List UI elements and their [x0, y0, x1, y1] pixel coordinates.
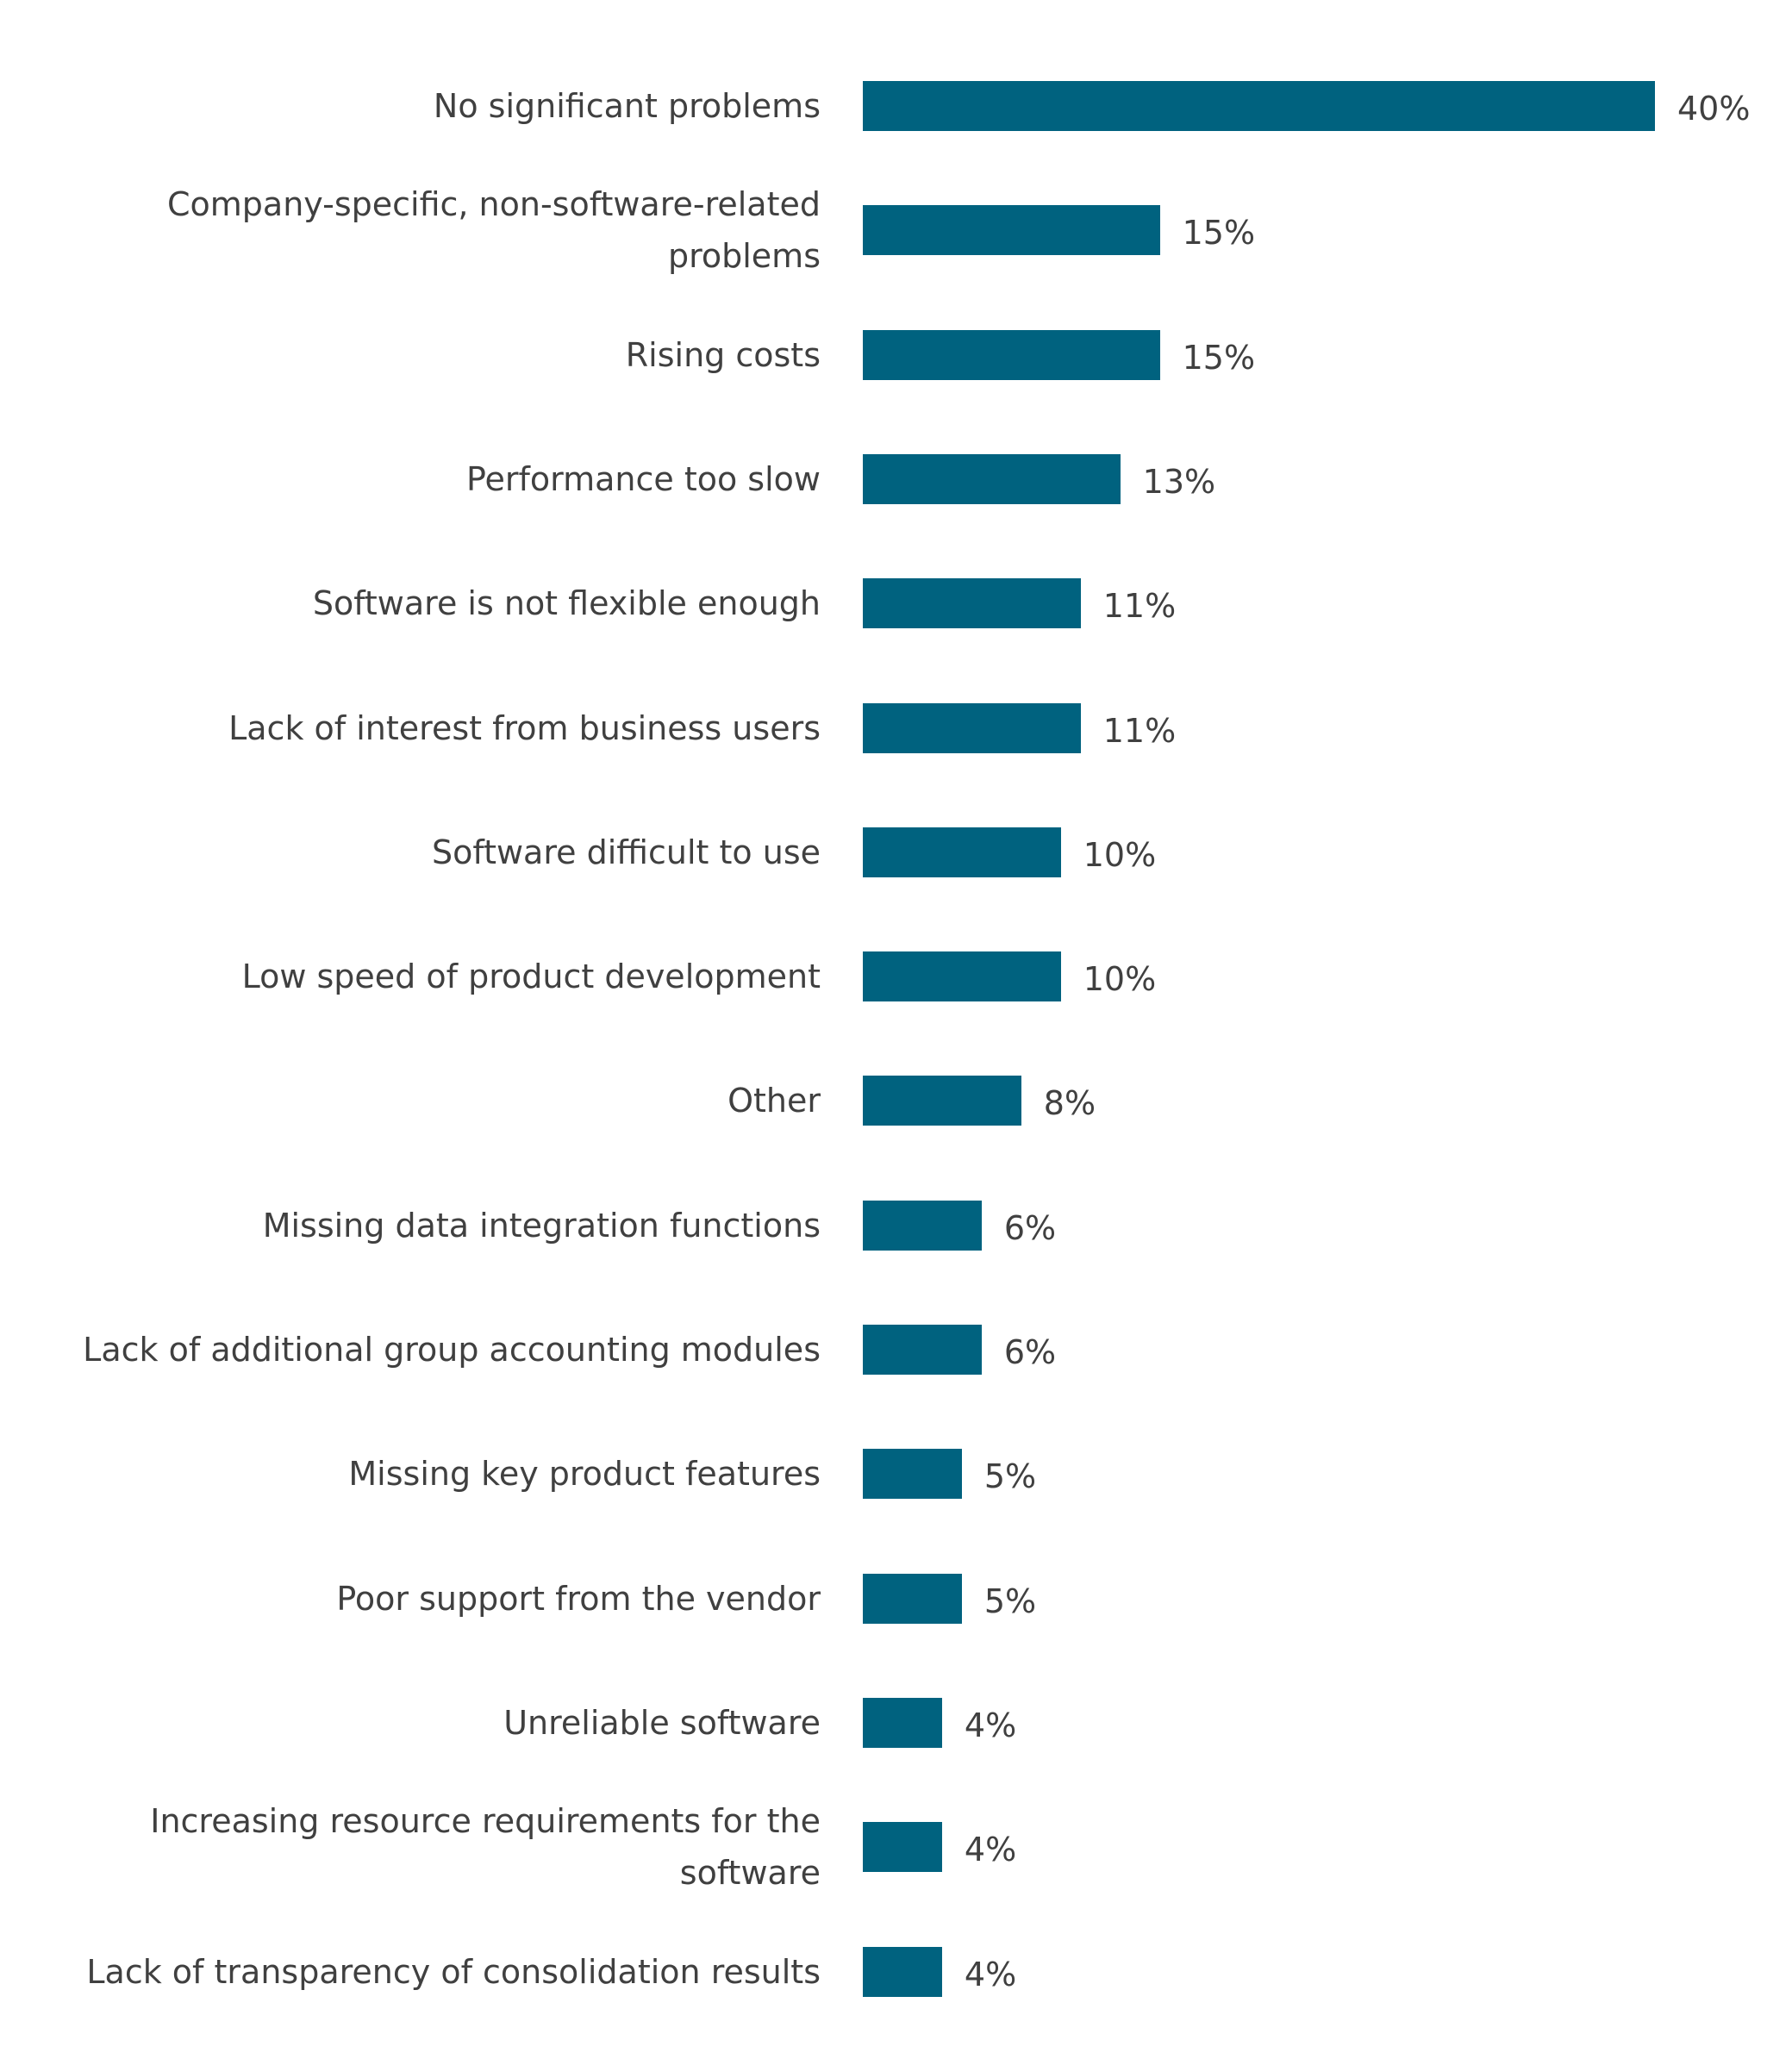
data-label: 5%: [983, 1457, 1037, 1496]
category-label: Lack of additional group accounting modu…: [83, 1331, 821, 1369]
category-label: Lack of interest from business users: [228, 708, 821, 747]
bar: [863, 1822, 942, 1873]
data-label: 8%: [1043, 1084, 1096, 1123]
data-label: 4%: [964, 1955, 1017, 1993]
category-label: Low speed of product development: [241, 958, 821, 996]
data-label: 4%: [964, 1706, 1017, 1744]
bar: [863, 81, 1655, 131]
data-label: 10%: [1083, 960, 1157, 999]
category-label: Missing key product features: [348, 1455, 821, 1494]
bar: [863, 1697, 942, 1748]
data-label: 6%: [1003, 1333, 1057, 1371]
category-label: Software difficult to use: [431, 833, 821, 871]
data-label: 11%: [1102, 711, 1177, 750]
bar: [863, 453, 1121, 504]
data-label: 40%: [1677, 90, 1751, 128]
category-label: Company-specific, non-software-related p…: [167, 185, 821, 276]
bar: [863, 1325, 982, 1375]
data-label: 15%: [1182, 214, 1256, 253]
bar: [863, 827, 1061, 877]
category-label: Lack of transparency of consolidation re…: [86, 1952, 821, 1991]
category-label: Performance too slow: [465, 459, 821, 498]
category-label: Increasing resource requirements for the…: [150, 1802, 821, 1893]
category-label: Rising costs: [625, 335, 821, 374]
category-label: Poor support from the vendor: [336, 1579, 821, 1618]
data-label: 5%: [983, 1582, 1037, 1620]
bar: [863, 702, 1081, 753]
bar: [863, 1076, 1021, 1126]
data-label: 15%: [1182, 338, 1256, 377]
data-label: 6%: [1003, 1208, 1057, 1247]
bar: [863, 1200, 982, 1251]
data-label: 11%: [1102, 587, 1177, 626]
bar: [863, 578, 1081, 629]
category-label: No significant problems: [433, 87, 821, 125]
category-label: Unreliable software: [503, 1703, 821, 1742]
bar: [863, 1946, 942, 1997]
category-label: Other: [727, 1082, 821, 1120]
bar: [863, 1573, 962, 1624]
category-label: Software is not flexible enough: [312, 584, 821, 623]
bar: [863, 1449, 962, 1500]
bar: [863, 951, 1061, 1002]
data-label: 4%: [964, 1831, 1017, 1869]
data-label: 13%: [1142, 462, 1216, 501]
category-label: Missing data integration functions: [262, 1206, 821, 1245]
bar: [863, 205, 1160, 256]
data-label: 10%: [1083, 835, 1157, 874]
bar: [863, 329, 1160, 380]
